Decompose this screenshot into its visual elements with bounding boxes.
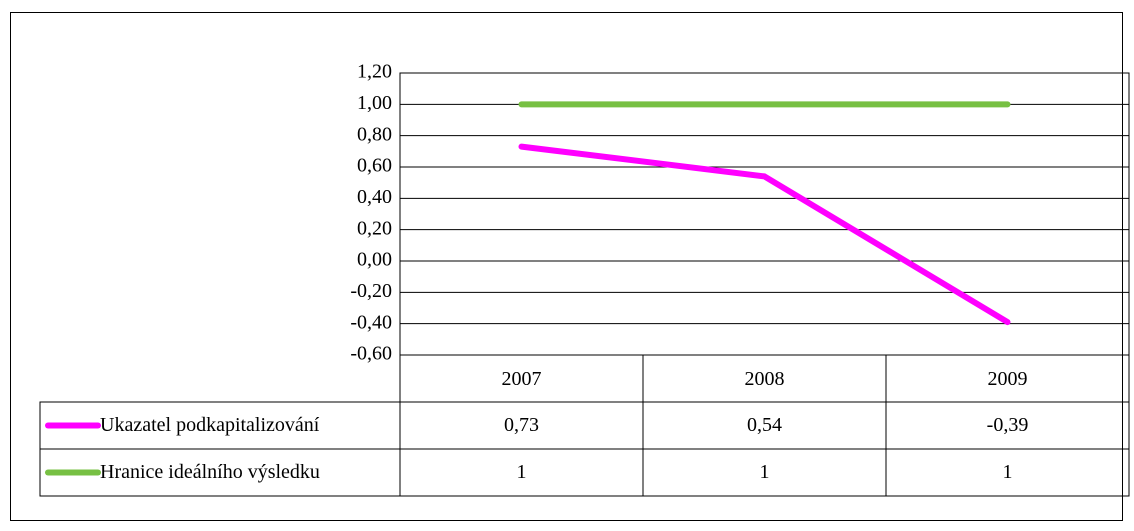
table-value: -0,39 <box>987 414 1029 436</box>
legend-label: Ukazatel podkapitalizování <box>100 414 320 436</box>
y-tick-label: 1,00 <box>357 92 392 114</box>
category-label: 2009 <box>988 368 1028 390</box>
y-tick-label: 0,20 <box>357 217 392 239</box>
y-tick-label: 0,40 <box>357 186 392 208</box>
table-value: 0,54 <box>747 414 782 436</box>
table-value: 1 <box>760 461 770 483</box>
category-label: 2007 <box>502 368 542 390</box>
y-tick-label: 0,60 <box>357 155 392 177</box>
y-tick-label: -0,60 <box>350 343 392 365</box>
frame <box>10 12 1123 521</box>
plot-border <box>399 72 1130 356</box>
y-tick-label: 1,20 <box>357 61 392 83</box>
table-value: 1 <box>1003 461 1013 483</box>
y-tick-label: -0,20 <box>350 280 392 302</box>
table-value: 1 <box>517 461 527 483</box>
series-line <box>518 143 1011 326</box>
category-label: 2008 <box>745 368 785 390</box>
table-value: 0,73 <box>504 414 539 436</box>
y-tick-label: 0,80 <box>357 123 392 145</box>
y-tick-label: -0,40 <box>350 311 392 333</box>
legend-label: Hranice ideálního výsledku <box>100 461 320 483</box>
y-tick-label: 0,00 <box>357 249 392 271</box>
